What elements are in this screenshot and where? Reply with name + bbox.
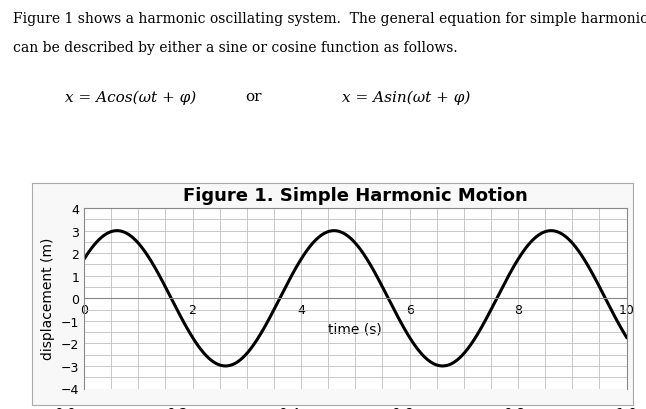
Text: x = Asin(ωt + φ): x = Asin(ωt + φ) [342,90,471,104]
Text: can be described by either a sine or cosine function as follows.: can be described by either a sine or cos… [13,41,457,55]
X-axis label: time (s): time (s) [328,322,382,336]
Text: Figure 1 shows a harmonic oscillating system.  The general equation for simple h: Figure 1 shows a harmonic oscillating sy… [13,12,646,26]
Text: or: or [245,90,262,104]
Text: x = Acos(ωt + φ): x = Acos(ωt + φ) [65,90,196,104]
Title: Figure 1. Simple Harmonic Motion: Figure 1. Simple Harmonic Motion [183,187,528,204]
Y-axis label: displacement (m): displacement (m) [41,238,55,360]
